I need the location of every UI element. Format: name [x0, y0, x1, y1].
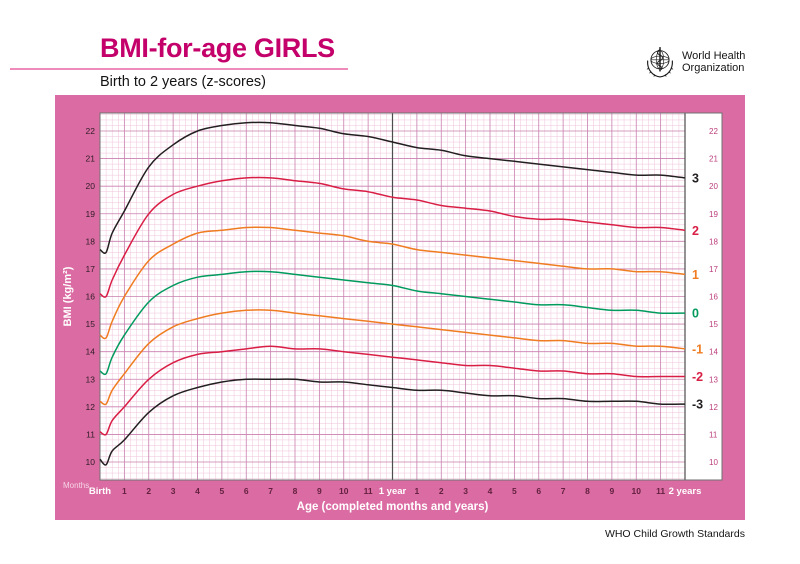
y-tick-left: 11 [86, 429, 95, 439]
z-score-label: 1 [692, 268, 699, 282]
x-tick-label: 6 [536, 486, 541, 496]
year-gridlines [391, 113, 686, 480]
x-tick-label: 3 [463, 486, 468, 496]
y-tick-right: 19 [709, 210, 718, 219]
y-tick-left: 20 [86, 181, 96, 191]
x-tick-label: 7 [561, 486, 566, 496]
chart-panel: 3 2 1 0 -1 -2 -3 10 10 11 11 12 12 13 13 14 14 15 15 16 16 17… [55, 95, 745, 520]
x-tick-label: 7 [268, 486, 273, 496]
x-tick-label: 2 years [669, 486, 702, 497]
y-tick-right: 17 [709, 265, 718, 274]
x-tick-label: 9 [610, 486, 615, 496]
x-tick-label: 2 [439, 486, 444, 496]
chart-subtitle: Birth to 2 years (z-scores) [100, 74, 266, 90]
y-tick-left: 22 [86, 126, 96, 136]
x-tick-label: 8 [293, 486, 298, 496]
title-rule [10, 68, 348, 70]
curve-z1 [99, 226, 686, 340]
x-tick-label: 6 [244, 486, 249, 496]
x-axis-unit-label: Months [63, 481, 89, 490]
curve-z3 [99, 121, 686, 254]
y-tick-right: 11 [709, 430, 718, 439]
y-tick-left: 19 [86, 209, 96, 219]
y-tick-right: 20 [709, 182, 718, 191]
who-logo-line2: Organization [682, 62, 745, 74]
x-tick-label: 10 [632, 486, 642, 496]
y-tick-left: 10 [86, 457, 96, 467]
who-emblem-icon [646, 47, 674, 78]
x-tick-label: 10 [339, 486, 349, 496]
z-score-label: -1 [692, 342, 703, 356]
curve-z-2 [99, 345, 685, 436]
y-tick-right: 14 [709, 348, 718, 357]
z-score-label: -3 [692, 398, 703, 412]
curve-z-1 [99, 309, 686, 406]
plot-border [99, 112, 723, 481]
y-axis-title: BMI (kg/m²) [62, 266, 74, 326]
curve-z2 [99, 176, 686, 298]
x-tick-label: 3 [171, 486, 176, 496]
who-logo-line1: World Health [682, 49, 746, 62]
x-tick-label: Birth [89, 486, 111, 497]
y-tick-right: 12 [709, 403, 718, 412]
y-tick-right: 18 [709, 237, 718, 246]
curve-z-3 [99, 378, 686, 466]
x-tick-label: 11 [656, 486, 665, 496]
y-tick-left: 14 [86, 347, 96, 357]
x-tick-label: 1 year [379, 486, 407, 497]
y-tick-left: 21 [86, 154, 96, 164]
z-score-label: 3 [692, 171, 699, 185]
y-tick-right: 13 [709, 375, 718, 384]
x-tick-label: 11 [364, 486, 373, 496]
y-tick-left: 16 [86, 292, 96, 302]
y-tick-right: 10 [709, 458, 718, 467]
y-tick-left: 12 [86, 402, 96, 412]
x-tick-label: 8 [585, 486, 590, 496]
z-score-label: -2 [692, 370, 703, 384]
x-tick-label: 1 [122, 486, 127, 496]
who-logo: World Health Organization [644, 46, 745, 78]
y-tick-left: 17 [86, 264, 96, 274]
y-tick-right: 16 [709, 293, 718, 302]
y-tick-right: 22 [709, 127, 718, 136]
y-tick-left: 18 [86, 236, 96, 246]
chart-title: BMI-for-age GIRLS [100, 33, 335, 63]
z-score-label: 0 [692, 307, 699, 321]
y-tick-right: 15 [709, 320, 718, 329]
y-tick-left: 13 [86, 374, 96, 384]
x-tick-label: 2 [146, 486, 151, 496]
curve-z0 [99, 270, 686, 376]
x-tick-label: 4 [488, 486, 493, 496]
y-tick-right: 21 [709, 155, 718, 164]
x-tick-label: 9 [317, 486, 322, 496]
who-logo-text: World Health Organization [682, 50, 745, 75]
footer-credit: WHO Child Growth Standards [604, 528, 745, 540]
x-tick-label: 5 [512, 486, 517, 496]
z-score-label: 2 [692, 224, 699, 238]
x-tick-label: 5 [220, 486, 225, 496]
x-tick-label: 1 [415, 486, 420, 496]
x-axis-title: Age (completed months and years) [297, 501, 489, 513]
x-tick-label: 4 [195, 486, 200, 496]
y-tick-left: 15 [86, 319, 96, 329]
